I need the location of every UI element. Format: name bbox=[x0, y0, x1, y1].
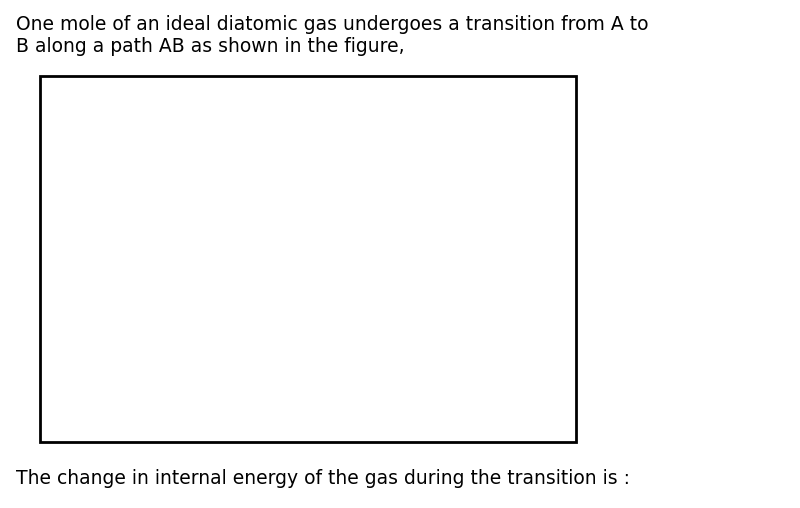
Text: A: A bbox=[410, 194, 422, 211]
Text: P(in kPa): P(in kPa) bbox=[243, 283, 322, 302]
Text: 2: 2 bbox=[327, 316, 340, 335]
Text: 4: 4 bbox=[402, 388, 414, 406]
Text: 5: 5 bbox=[327, 211, 340, 230]
Text: The change in internal energy of the gas during the transition is :: The change in internal energy of the gas… bbox=[16, 469, 630, 488]
Text: V(in m$^3$): V(in m$^3$) bbox=[416, 403, 490, 425]
Text: 6: 6 bbox=[478, 388, 490, 406]
Text: B: B bbox=[490, 304, 502, 322]
Text: One mole of an ideal diatomic gas undergoes a transition from A to
B along a pat: One mole of an ideal diatomic gas underg… bbox=[16, 15, 649, 56]
